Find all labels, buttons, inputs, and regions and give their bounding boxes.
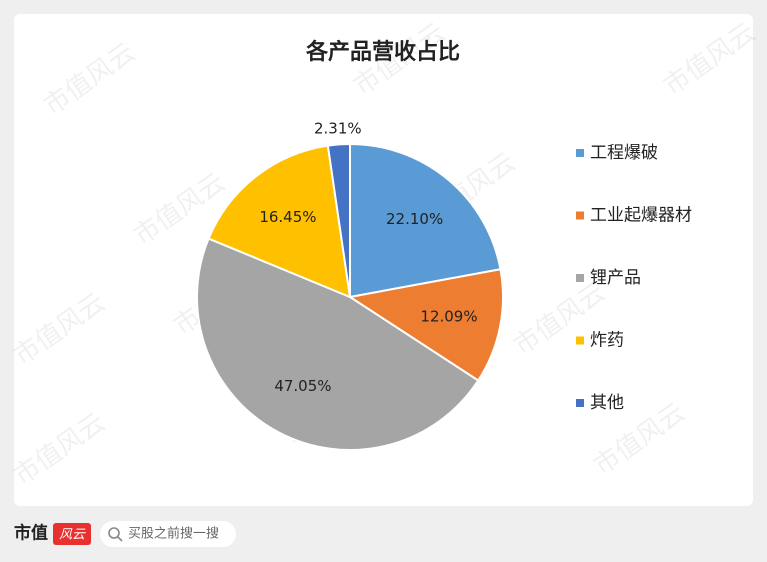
data-label: 47.05%	[274, 377, 331, 395]
legend-swatch	[576, 211, 584, 220]
footer-logo-badge-text: 风云	[59, 528, 86, 543]
legend-label: 工程爆破	[590, 143, 658, 163]
legend-swatch	[576, 399, 584, 407]
pie-slice	[207, 144, 352, 299]
search-icon-handle	[117, 536, 123, 542]
data-label: 12.09%	[420, 307, 477, 325]
pie-slice	[196, 237, 480, 451]
data-label: 16.45%	[259, 208, 316, 226]
legend-label: 炸药	[590, 331, 624, 351]
pie-slice	[326, 142, 351, 298]
chart-title: 各产品营收占比	[305, 39, 460, 65]
data-label: 22.10%	[386, 210, 443, 228]
pie-slice	[347, 268, 504, 382]
footer-logo: 市值	[14, 523, 48, 544]
legend-swatch	[576, 336, 584, 345]
search-placeholder[interactable]: 买股之前搜一搜	[128, 526, 219, 542]
pie: 22.10% 12.09% 47.05% 16.45% 2.31%	[196, 120, 504, 451]
legend-swatch	[576, 274, 584, 282]
legend-label: 锂产品	[590, 268, 641, 288]
search-icon	[108, 527, 120, 539]
legend-label: 工业起爆器材	[590, 206, 692, 226]
data-label: 2.31%	[314, 120, 362, 138]
legend-swatch	[576, 149, 584, 157]
legend-label: 其他	[590, 393, 624, 413]
footer-logo-badge	[53, 523, 91, 545]
search-box[interactable]	[100, 521, 236, 547]
pie-slice	[349, 142, 502, 299]
